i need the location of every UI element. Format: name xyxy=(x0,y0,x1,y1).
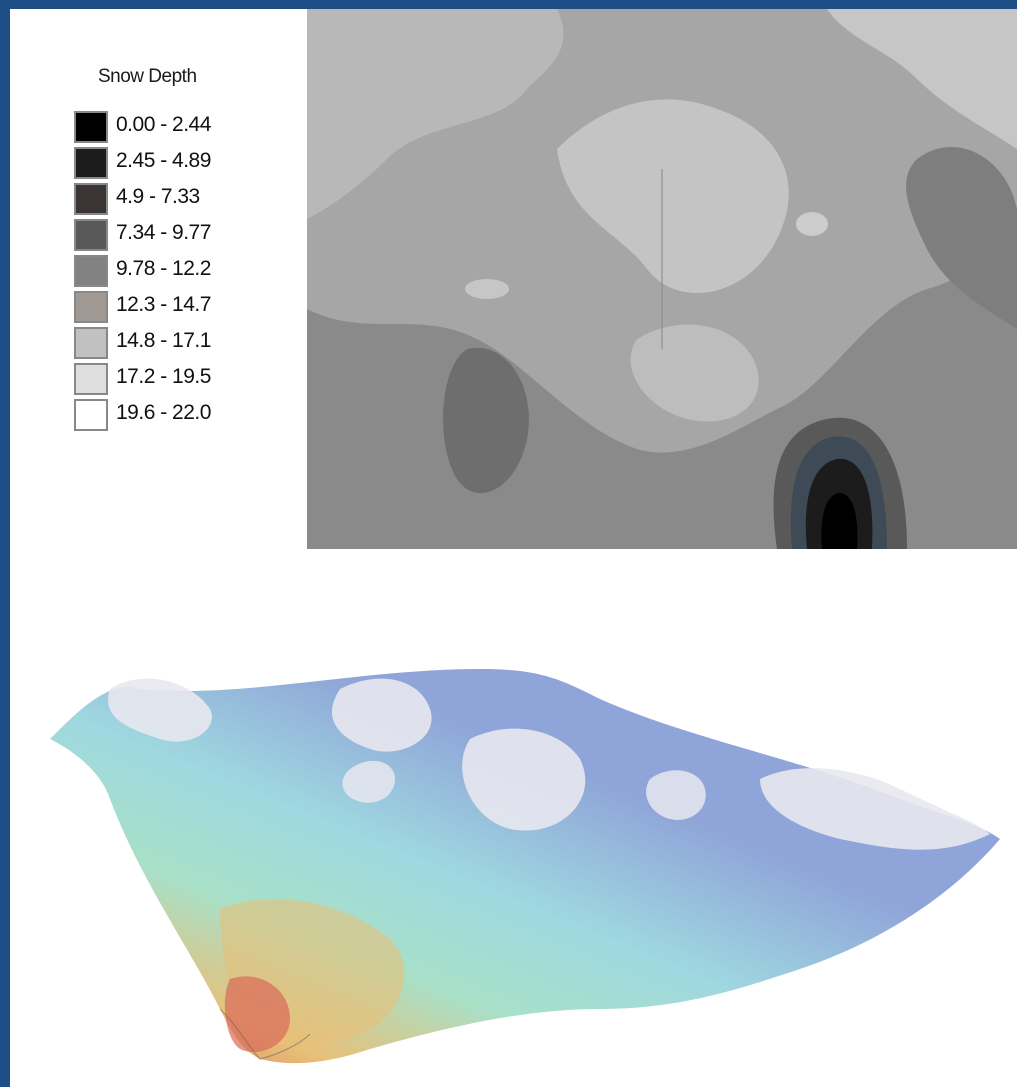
contour-band-pit-core xyxy=(821,493,858,549)
legend-label: 2.45 - 4.89 xyxy=(116,149,211,172)
legend-title: Snow Depth xyxy=(98,66,197,87)
contour-band-light-center xyxy=(557,99,789,293)
contour-band-light-topleft xyxy=(307,9,564,219)
legend-swatch xyxy=(74,363,108,395)
snow-depth-contour-map xyxy=(307,9,1017,549)
legend-item: 0.00 - 2.44 xyxy=(74,111,274,147)
surface-highlight xyxy=(108,678,212,742)
contour-band-light-spot xyxy=(796,212,828,236)
legend-label: 7.34 - 9.77 xyxy=(116,221,211,244)
legend-item: 9.78 - 12.2 xyxy=(74,255,274,291)
contour-band-dark-right xyxy=(906,147,1017,329)
legend-item: 4.9 - 7.33 xyxy=(74,183,274,219)
legend-swatch xyxy=(74,291,108,323)
legend-label: 19.6 - 22.0 xyxy=(116,401,211,424)
contour-map-graphic xyxy=(307,9,1017,549)
surface-hot-zone xyxy=(224,976,290,1053)
legend-swatch xyxy=(74,147,108,179)
contour-band-dark-left xyxy=(443,347,529,494)
legend-swatch xyxy=(74,219,108,251)
contour-band-light-bottom xyxy=(630,324,759,422)
legend-item: 12.3 - 14.7 xyxy=(74,291,274,327)
surface-highlight xyxy=(646,770,706,820)
legend-item: 7.34 - 9.77 xyxy=(74,219,274,255)
legend-swatch xyxy=(74,111,108,143)
legend-item: 14.8 - 17.1 xyxy=(74,327,274,363)
snow-depth-3d-surface xyxy=(50,669,1000,1064)
legend-item: 17.2 - 19.5 xyxy=(74,363,274,399)
legend-item: 2.45 - 4.89 xyxy=(74,147,274,183)
surface-highlight xyxy=(462,728,586,831)
legend-label: 14.8 - 17.1 xyxy=(116,329,211,352)
legend-label: 0.00 - 2.44 xyxy=(116,113,211,136)
surface-highlight xyxy=(760,768,990,850)
legend-swatch xyxy=(74,183,108,215)
legend-item: 19.6 - 22.0 xyxy=(74,399,274,435)
legend-label: 9.78 - 12.2 xyxy=(116,257,211,280)
legend-label: 4.9 - 7.33 xyxy=(116,185,200,208)
surface-highlight xyxy=(342,760,395,803)
legend-swatch xyxy=(74,255,108,287)
contour-band-light-spot xyxy=(465,279,509,299)
legend-label: 17.2 - 19.5 xyxy=(116,365,211,388)
legend-swatch xyxy=(74,327,108,359)
legend-label: 12.3 - 14.7 xyxy=(116,293,211,316)
surface-highlight xyxy=(331,678,432,752)
contour-band-light-right xyxy=(827,9,1017,149)
surface-edge-fold xyxy=(219,1008,311,1060)
legend-swatch xyxy=(74,399,108,431)
figure-panel: Snow Depth 0.00 - 2.44 2.45 - 4.89 4.9 -… xyxy=(10,9,1017,1087)
